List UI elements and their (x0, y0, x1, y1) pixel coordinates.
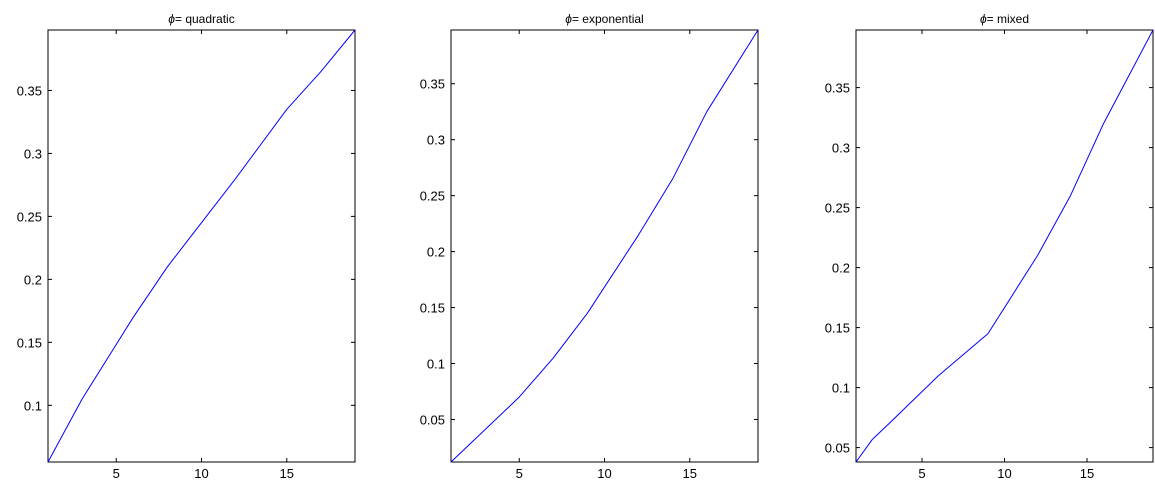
axes-frame (450, 29, 759, 463)
y-tick-label: 0.3 (427, 133, 445, 148)
x-tick-label: 15 (683, 466, 697, 481)
x-tick-label: 5 (516, 466, 523, 481)
y-tick-label: 0.35 (825, 81, 850, 96)
axes-frame (47, 29, 356, 463)
y-tick-label: 0.15 (420, 301, 445, 316)
y-tick-label: 0.35 (420, 77, 445, 92)
phi-symbol: ϕ (565, 12, 572, 26)
x-tick-label: 10 (194, 466, 208, 481)
x-tick-label: 5 (113, 466, 120, 481)
y-tick-label: 0.2 (832, 261, 850, 276)
y-tick-label: 0.25 (420, 189, 445, 204)
y-tick-label: 0.05 (420, 412, 445, 427)
y-tick-label: 0.1 (832, 381, 850, 396)
y-tick-label: 0.35 (17, 83, 42, 98)
chart-1: ϕ= quadratic 5 10 15 0.1 0.15 0.2 0.25 0.3 0.35 (17, 12, 356, 481)
chart-title-text: = quadratic (175, 12, 235, 26)
y-tick-label: 0.25 (17, 209, 42, 224)
chart-title: ϕ= mixed (980, 12, 1029, 26)
phi-symbol: ϕ (168, 12, 175, 26)
y-tick-label: 0.25 (825, 201, 850, 216)
chart-title: ϕ= quadratic (168, 12, 234, 26)
chart-title-text: = mixed (987, 12, 1029, 26)
x-tick-label: 10 (997, 466, 1011, 481)
chart-2: ϕ= exponential 5 10 15 0.05 0.1 0.15 0.2 0.25 0.3… (420, 12, 759, 481)
chart-title: ϕ= exponential (565, 12, 643, 26)
y-tick-label: 0.2 (24, 272, 42, 287)
series-line-1 (47, 29, 356, 463)
y-tick-label: 0.05 (825, 441, 850, 456)
chart-3: ϕ= mixed 5 10 15 0.05 0.1 0.15 0.2 0.25 0.3 0.35 (825, 12, 1154, 481)
y-tick-label: 0.1 (24, 398, 42, 413)
y-tick-label: 0.15 (17, 335, 42, 350)
x-tick-label: 15 (1080, 466, 1094, 481)
x-tick-label: 15 (280, 466, 294, 481)
series-line-1 (855, 29, 1154, 463)
y-tick-label: 0.3 (832, 141, 850, 156)
y-tick-label: 0.3 (24, 146, 42, 161)
series-line-1 (450, 29, 759, 463)
phi-symbol: ϕ (980, 12, 987, 26)
y-tick-label: 0.15 (825, 321, 850, 336)
chart-title-text: = exponential (572, 12, 644, 26)
axes-frame (855, 29, 1154, 463)
x-tick-label: 10 (597, 466, 611, 481)
y-tick-label: 0.1 (427, 357, 445, 372)
x-tick-label: 5 (918, 466, 925, 481)
y-tick-label: 0.2 (427, 245, 445, 260)
